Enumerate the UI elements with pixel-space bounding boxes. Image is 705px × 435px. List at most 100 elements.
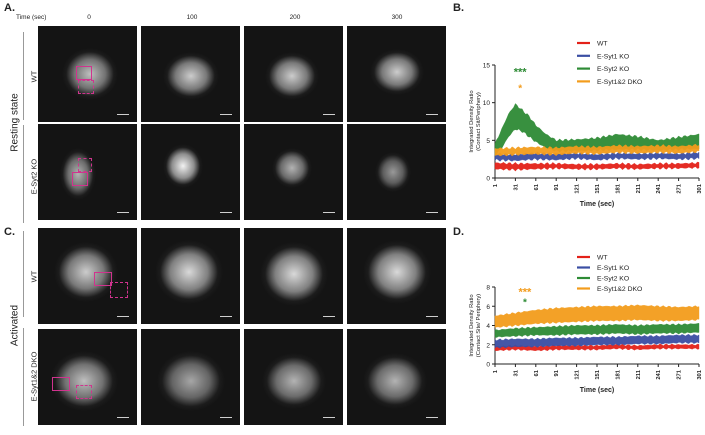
y-tick-label: 8 <box>486 285 490 292</box>
x-tick-label: 31 <box>513 369 519 376</box>
series-band-syt1 <box>494 334 700 349</box>
x-tick-label: 301 <box>697 183 703 193</box>
bracket-line <box>23 231 24 317</box>
panel-label-c: C. <box>4 226 15 238</box>
legend-label-dko: E-Syt1&2 DKO <box>597 79 642 86</box>
scale-bar <box>220 114 232 115</box>
chart-d: 0 2 4 6 8 1 31 61 91 121 151 181 211 241 271 301 Time (s… <box>469 255 703 395</box>
x-tick-label: 91 <box>554 369 560 376</box>
x-axis-label: Time (sec) <box>580 387 615 394</box>
x-tick-label: 91 <box>554 183 560 190</box>
microscopy-image <box>141 124 240 220</box>
legend-label-syt1: E-Syt1 KO <box>597 265 629 272</box>
time-label-300: 300 <box>391 14 403 21</box>
microscopy-image <box>141 26 240 122</box>
scale-bar <box>220 212 232 213</box>
microscopy-image <box>38 26 137 122</box>
series-band-syt2 <box>494 323 700 338</box>
legend-label-wt: WT <box>597 41 608 48</box>
scale-bar <box>323 316 335 317</box>
x-tick-label: 301 <box>697 369 703 379</box>
scale-bar <box>426 114 438 115</box>
y-axis-label: Integrated Density Ratio <box>469 294 475 356</box>
microscopy-image <box>347 26 446 122</box>
x-tick-label: 1 <box>493 183 499 187</box>
x-tick-label: 151 <box>595 183 601 193</box>
significance-marker: *** <box>518 287 532 299</box>
bracket-line <box>23 125 24 223</box>
y-axis-label-2: (Contact Sit/Periphery) <box>476 92 482 151</box>
group-label-resting: Resting state <box>9 93 21 152</box>
group-label-activated: Activated <box>9 304 21 347</box>
scale-bar <box>323 212 335 213</box>
y-tick-label: 0 <box>486 362 490 369</box>
y-tick-label: 15 <box>483 63 491 70</box>
roi-periphery-box <box>78 158 92 172</box>
x-tick-label: 31 <box>513 183 519 190</box>
legend-label-syt2: E-Syt2 KO <box>597 276 629 283</box>
time-header: Time (sec) <box>16 14 47 21</box>
scale-bar <box>426 212 438 213</box>
y-tick-label: 4 <box>486 323 490 330</box>
roi-contact-box <box>52 377 70 391</box>
y-tick-label: 0 <box>486 176 490 183</box>
microscopy-image <box>141 329 240 425</box>
legend-label-dko: E-Syt1&2 DKO <box>597 286 642 293</box>
scale-bar <box>117 212 129 213</box>
panel-label-b: B. <box>453 2 464 14</box>
microscopy-image <box>244 26 343 122</box>
y-tick-label: 2 <box>486 342 490 349</box>
significance-marker: *** <box>514 67 528 79</box>
time-label-200: 200 <box>289 14 301 21</box>
microscopy-image <box>244 228 343 324</box>
x-tick-label: 211 <box>636 369 642 379</box>
legend-label-syt1: E-Syt1 KO <box>597 53 629 60</box>
roi-periphery-box <box>78 80 94 94</box>
x-axis-label: Time (sec) <box>580 201 615 208</box>
x-tick-label: 121 <box>575 369 581 379</box>
microscopy-image <box>244 329 343 425</box>
scale-bar <box>117 417 129 418</box>
roi-contact-box <box>94 272 112 286</box>
scale-bar <box>220 417 232 418</box>
y-tick-label: 5 <box>486 138 490 145</box>
y-axis-label-2: (Contact Site/ Periphery) <box>476 294 482 358</box>
bracket-line <box>23 328 24 426</box>
time-label-0: 0 <box>87 14 91 21</box>
microscopy-image <box>347 228 446 324</box>
x-tick-label: 121 <box>575 183 581 193</box>
x-tick-label: 61 <box>534 369 540 376</box>
bracket-line <box>23 32 24 120</box>
scale-bar <box>220 316 232 317</box>
legend-label-syt2: E-Syt2 KO <box>597 66 629 73</box>
time-label-100: 100 <box>186 14 198 21</box>
microscopy-image <box>347 329 446 425</box>
y-tick-label: 6 <box>486 304 490 311</box>
panel-label-d: D. <box>453 226 464 238</box>
roi-periphery-box <box>110 282 128 298</box>
y-tick-label: 10 <box>483 100 491 107</box>
scale-bar <box>323 417 335 418</box>
scale-bar <box>426 417 438 418</box>
panel-label-a: A. <box>4 2 15 14</box>
scale-bar <box>117 316 129 317</box>
microscopy-image <box>38 228 137 324</box>
x-tick-label: 181 <box>615 183 621 193</box>
microscopy-image <box>244 124 343 220</box>
scale-bar <box>323 114 335 115</box>
microscopy-image <box>141 228 240 324</box>
x-tick-label: 151 <box>595 369 601 379</box>
roi-periphery-box <box>76 385 92 399</box>
x-tick-label: 271 <box>677 183 683 193</box>
series-band-dko <box>494 143 700 157</box>
significance-marker: * <box>518 83 522 94</box>
x-tick-label: 181 <box>615 369 621 379</box>
significance-marker: * <box>523 297 527 308</box>
series-band-dko <box>494 304 700 328</box>
legend-label-wt: WT <box>597 255 608 262</box>
x-tick-label: 61 <box>534 183 540 190</box>
scale-bar <box>117 114 129 115</box>
scale-bar <box>426 316 438 317</box>
microscopy-image <box>347 124 446 220</box>
